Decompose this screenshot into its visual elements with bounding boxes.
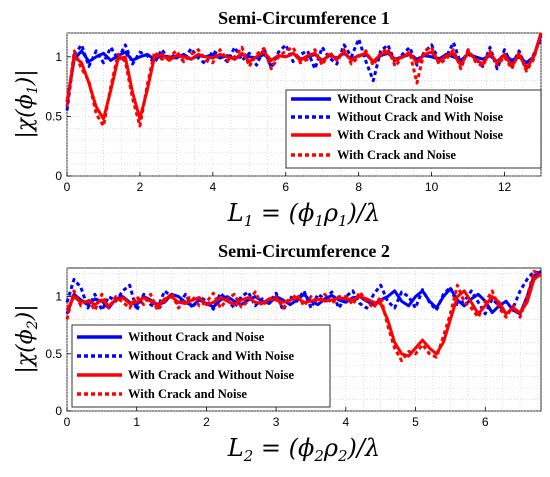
legend-label-1-0: Without Crack and Noise (337, 92, 474, 106)
y-tick-label: 1 (55, 50, 62, 64)
x-tick-label: 6 (482, 415, 489, 429)
panel-semi-circumference-2: 0 1 2 3 4 5 6 0 0.5 1 Semi-Circumference 2 L2 = (… (13, 241, 542, 465)
series-line-4 (65, 269, 542, 363)
x-tick-label: 12 (498, 180, 512, 194)
x-tick-label: 2 (137, 180, 144, 194)
legend-1: Without Crack and Noise Without Crack an… (285, 89, 542, 169)
series-group-2 (65, 269, 542, 363)
y-tick-label: 1 (55, 290, 62, 304)
x-tick-label: 0 (64, 180, 71, 194)
y-tick-label: 0 (55, 404, 62, 418)
x-tick-label: 4 (210, 180, 217, 194)
y-tick-label: 0.5 (45, 109, 62, 123)
x-tick-label: 8 (355, 180, 362, 194)
x-tick-label: 5 (412, 415, 419, 429)
series-line-2 (65, 269, 542, 316)
chart-title-2: Semi-Circumference 2 (218, 241, 390, 261)
x-tick-label: 2 (203, 415, 210, 429)
y-axis-label-1: |χ(ϕ1)| (13, 69, 41, 138)
x-tick-label: 4 (342, 415, 349, 429)
x-tick-label: 1 (133, 415, 140, 429)
legend-label-2-0: Without Crack and Noise (128, 330, 265, 344)
ticks-1: 0 2 4 6 8 10 12 0 0.5 1 (45, 50, 511, 194)
y-axis-label-2: |χ(ϕ2)| (13, 304, 41, 373)
series-group-1 (65, 32, 543, 128)
x-tick-label: 6 (282, 180, 289, 194)
legend-label-1-2: With Crack and Without Noise (337, 128, 503, 142)
legend-2: Without Crack and Noise Without Crack an… (71, 324, 331, 408)
legend-label-2-2: With Crack and Without Noise (128, 368, 294, 382)
legend-label-1-1: Without Crack and With Noise (337, 110, 503, 124)
legend-label-2-3: With Crack and Noise (128, 387, 247, 401)
x-tick-label: 10 (425, 180, 439, 194)
x-axis-label-1: L1 = (ϕ1ρ1)/λ (227, 199, 380, 230)
x-axis-label-2: L2 = (ϕ2ρ2)/λ (227, 434, 380, 465)
y-tick-label: 0.5 (45, 347, 62, 361)
legend-label-2-1: Without Crack and With Noise (128, 349, 294, 363)
y-tick-label: 0 (55, 169, 62, 183)
panel-semi-circumference-1: 0 2 4 6 8 10 12 0 0.5 1 Semi-Circumference 1 L1 =… (13, 8, 543, 230)
legend-label-1-3: With Crack and Noise (337, 148, 456, 162)
ticks-2: 0 1 2 3 4 5 6 0 0.5 1 (45, 290, 489, 429)
x-tick-label: 3 (273, 415, 280, 429)
chart-title-1: Semi-Circumference 1 (218, 8, 390, 28)
x-tick-label: 0 (64, 415, 71, 429)
